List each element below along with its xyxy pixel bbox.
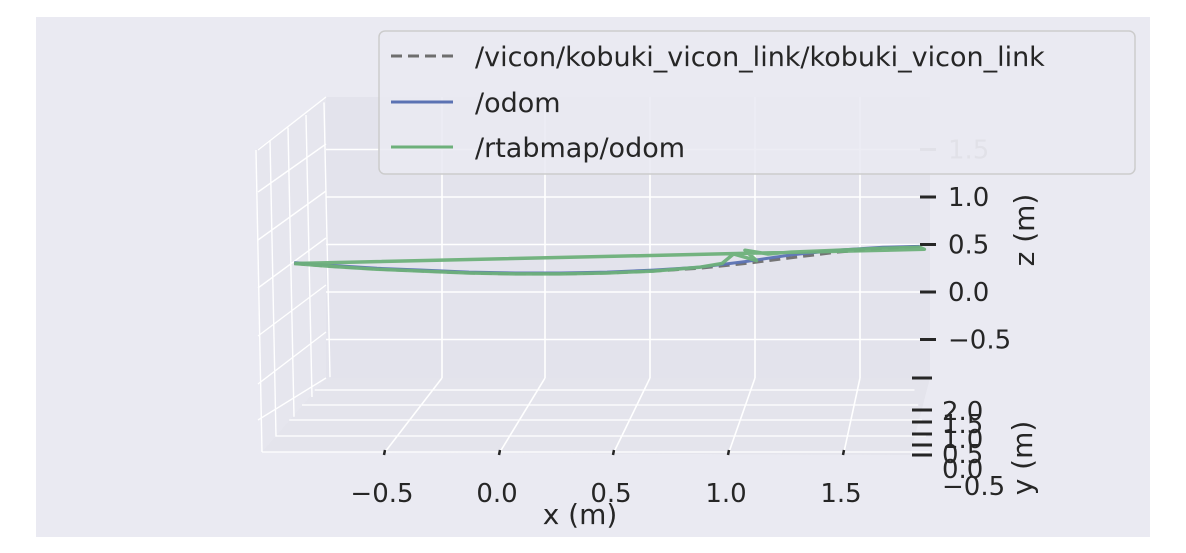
y-axis-label: y (m) <box>1006 421 1039 496</box>
legend: /vicon/kobuki_vicon_link/kobuki_vicon_li… <box>378 30 1136 175</box>
grid-left-vertical <box>287 127 295 417</box>
grid-left-vertical <box>323 102 331 378</box>
legend-label-vicon: /vicon/kobuki_vicon_link/kobuki_vicon_li… <box>475 42 1045 73</box>
grid-left-line <box>257 143 327 193</box>
y-tick-label: 1.5 <box>942 410 983 440</box>
legend-label-rtabmap: /rtabmap/odom <box>475 133 685 164</box>
x-tick-mark <box>611 449 616 456</box>
z-tick-label: 1.0 <box>948 183 989 213</box>
y-tick-label: 1.0 <box>942 425 983 455</box>
y-tick-label: 0.0 <box>942 455 983 485</box>
z-tick-label: 0.0 <box>948 278 989 308</box>
legend-box <box>378 30 1136 175</box>
z-tick-label: −0.5 <box>948 326 1011 356</box>
y-tick-label: 2.0 <box>942 397 983 427</box>
series-lines <box>294 244 927 276</box>
grid-left-line <box>257 331 327 385</box>
x-tick-label: 1.0 <box>705 479 746 509</box>
x-tick-label: 0.5 <box>590 479 631 509</box>
grid-left-vertical <box>305 114 313 398</box>
series-line-rtabmap <box>294 245 927 276</box>
grid-left-line <box>257 237 327 289</box>
z-axis-label: z (m) <box>1008 194 1041 267</box>
y-tick-label: −0.5 <box>942 472 1005 502</box>
grid-left-vertical <box>269 140 277 437</box>
tick-labels: −0.50.00.51.01.5−0.50.00.51.01.5−0.50.00… <box>350 136 1011 510</box>
x-tick-label: 0.0 <box>476 479 517 509</box>
x-tick-label: −0.5 <box>350 479 413 509</box>
legend-label-odom: /odom <box>475 88 561 119</box>
x-axis-label: x (m) <box>543 498 618 531</box>
z-tick-label: 0.5 <box>948 231 989 261</box>
grid-left-vertical <box>255 149 263 453</box>
x-tick-mark <box>726 449 731 456</box>
y-tick-label: 0.5 <box>942 440 983 470</box>
x-tick-mark <box>841 449 846 456</box>
x-tick-mark <box>382 449 387 456</box>
x-tick-mark <box>497 449 502 456</box>
grid-left-line <box>257 377 327 421</box>
x-tick-label: 1.5 <box>820 479 861 509</box>
grid-left-line <box>257 190 327 241</box>
